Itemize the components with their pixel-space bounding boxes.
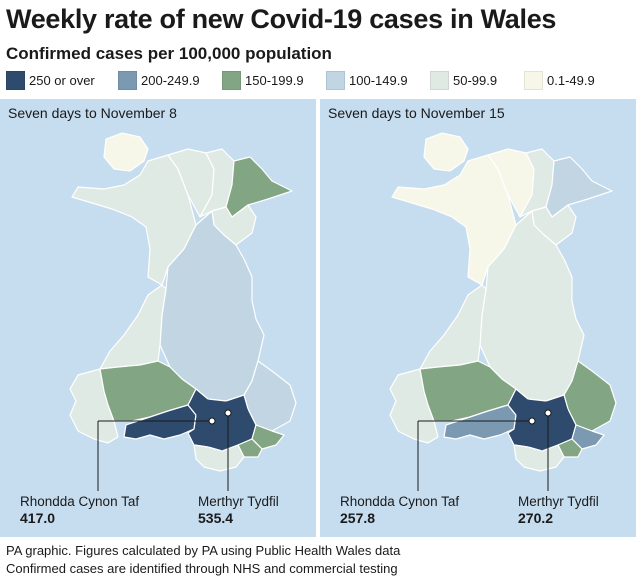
map-panel-nov-15: Seven days to November 15 Rhondda Cynon … <box>320 99 636 537</box>
wales-map <box>69 132 297 491</box>
legend-label: 0.1-49.9 <box>547 72 595 88</box>
region-ceredigion <box>99 284 167 370</box>
callout-dot-rhondda <box>208 417 216 425</box>
region-flintshire <box>545 156 613 218</box>
region-gwynedd <box>391 154 517 286</box>
map-period-label: Seven days to November 8 <box>8 105 177 121</box>
map-period-label: Seven days to November 15 <box>328 105 505 121</box>
legend-label: 100-149.9 <box>349 72 408 88</box>
page-title: Weekly rate of new Covid-19 cases in Wal… <box>6 4 557 34</box>
callout-area-name: Merthyr Tydfil <box>198 494 279 509</box>
callout-rhondda-cynon-taf: Rhondda Cynon Taf 257.8 <box>340 493 459 527</box>
footer-line: Confirmed cases are identified through N… <box>6 561 398 576</box>
page-subtitle: Confirmed cases per 100,000 population <box>6 44 332 63</box>
legend-item-150-199: 150-199.9 <box>222 70 304 90</box>
legend-swatch <box>524 70 543 90</box>
legend-item-100-149: 100-149.9 <box>326 70 408 90</box>
region-vale-of-glamorgan <box>193 444 245 472</box>
callout-value: 257.8 <box>340 510 376 526</box>
legend-item-50-99: 50-99.9 <box>430 70 497 90</box>
legend-label: 150-199.9 <box>245 72 304 88</box>
region-gwynedd <box>71 154 197 286</box>
callout-area-name: Rhondda Cynon Taf <box>340 494 460 509</box>
legend-label: 200-249.9 <box>141 72 200 88</box>
legend-label: 250 or over <box>29 72 95 88</box>
callout-dot-merthyr <box>544 409 552 417</box>
callout-merthyr-tydfil: Merthyr Tydfil 535.4 <box>198 493 279 527</box>
legend-swatch <box>430 70 449 90</box>
legend-item-0-49: 0.1-49.9 <box>524 70 595 90</box>
region-vale-of-glamorgan <box>513 444 565 472</box>
callout-value: 417.0 <box>20 510 56 526</box>
map-panel-nov-8: Seven days to November 8 Rhondda Cynon T… <box>0 99 316 537</box>
legend-swatch <box>326 70 345 90</box>
callout-merthyr-tydfil: Merthyr Tydfil 270.2 <box>518 493 599 527</box>
legend-label: 50-99.9 <box>453 72 498 88</box>
region-anglesey <box>423 132 469 172</box>
region-ceredigion <box>419 284 487 370</box>
footer-source-note: PA graphic. Figures calculated by PA usi… <box>6 542 400 578</box>
footer-line: PA graphic. Figures calculated by PA usi… <box>6 543 401 558</box>
legend-swatch <box>222 70 241 90</box>
callout-area-name: Rhondda Cynon Taf <box>20 494 140 509</box>
legend-item-200-249: 200-249.9 <box>118 70 200 90</box>
callout-dot-merthyr <box>224 409 232 417</box>
wales-map <box>389 132 617 491</box>
region-anglesey <box>103 132 149 172</box>
legend-item-250-plus: 250 or over <box>6 70 95 90</box>
callout-value: 270.2 <box>518 510 554 526</box>
region-flintshire <box>225 156 293 218</box>
callout-rhondda-cynon-taf: Rhondda Cynon Taf 417.0 <box>20 493 139 527</box>
callout-value: 535.4 <box>198 510 234 526</box>
map-legend: 250 or over 200-249.9 150-199.9 100-149.… <box>6 70 636 90</box>
legend-swatch <box>118 70 137 90</box>
callout-dot-rhondda <box>528 417 536 425</box>
legend-swatch <box>6 70 25 90</box>
callout-area-name: Merthyr Tydfil <box>518 494 599 509</box>
